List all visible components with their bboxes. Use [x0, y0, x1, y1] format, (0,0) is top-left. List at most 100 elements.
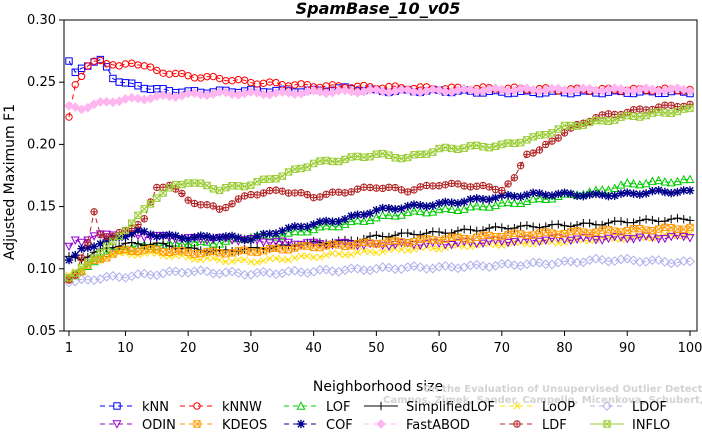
data-point: [253, 258, 261, 266]
data-point: [591, 85, 601, 96]
data-point: [384, 262, 394, 273]
data-point: [585, 234, 595, 243]
legend-swatch-marker: [602, 401, 612, 411]
data-point: [202, 237, 212, 246]
data-point: [371, 84, 382, 95]
x-tick-label: 90: [619, 341, 636, 356]
data-point: [96, 239, 105, 249]
legend-label: LDF: [542, 418, 567, 433]
data-point: [454, 180, 462, 188]
data-point: [128, 251, 136, 259]
data-point: [397, 154, 406, 163]
data-point: [641, 215, 651, 224]
data-point: [522, 221, 532, 230]
data-point: [678, 256, 689, 267]
legend-item: INFLO: [590, 418, 670, 433]
data-point: [434, 199, 444, 208]
legend-swatch-marker: [193, 420, 201, 428]
data-point: [478, 239, 488, 249]
data-point: [667, 109, 675, 117]
data-point: [679, 186, 688, 195]
data-point: [422, 202, 431, 211]
data-point: [573, 122, 581, 130]
data-point: [165, 230, 174, 240]
data-point: [409, 206, 419, 215]
data-point: [397, 245, 406, 254]
data-point: [560, 229, 569, 238]
data-point: [529, 133, 537, 141]
series-ldof: [64, 253, 695, 288]
y-tick-label: 0.20: [27, 137, 56, 152]
data-point: [228, 257, 236, 265]
data-point: [422, 207, 432, 217]
data-point: [661, 230, 669, 239]
data-point: [222, 183, 230, 192]
data-point: [102, 242, 111, 250]
data-point: [560, 221, 569, 230]
data-point: [642, 111, 650, 120]
data-point: [554, 125, 562, 133]
data-point: [360, 183, 368, 191]
data-point: [479, 181, 487, 190]
data-point: [497, 198, 507, 207]
data-point: [316, 157, 324, 165]
data-point: [547, 191, 557, 200]
data-point: [686, 230, 694, 238]
data-point: [510, 223, 519, 233]
data-point: [403, 228, 412, 238]
data-point: [510, 139, 519, 148]
data-point: [134, 220, 142, 229]
data-point: [115, 246, 123, 255]
data-point: [71, 269, 79, 277]
data-point: [441, 197, 450, 207]
data-point: [685, 174, 695, 184]
data-point: [666, 177, 676, 187]
data-point: [503, 197, 513, 206]
data-point: [597, 190, 607, 200]
data-point: [77, 263, 86, 272]
data-point: [259, 257, 268, 265]
data-point: [440, 260, 451, 271]
data-point: [64, 255, 74, 265]
data-point: [498, 140, 506, 149]
series-line: [68, 189, 691, 261]
series-line: [68, 233, 691, 276]
data-point: [459, 84, 470, 94]
legend-label: LDOF: [632, 400, 667, 415]
data-point: [623, 188, 632, 197]
data-point: [190, 74, 199, 82]
data-point: [126, 92, 137, 103]
data-point: [271, 238, 281, 247]
data-point: [685, 256, 695, 267]
data-point: [278, 226, 287, 236]
data-point: [372, 240, 381, 248]
data-point: [164, 91, 175, 102]
data-point: [321, 216, 331, 226]
data-point: [372, 205, 381, 215]
data-point: [322, 190, 330, 198]
data-point: [629, 178, 639, 188]
data-point: [459, 197, 469, 207]
data-point: [234, 233, 243, 242]
data-point: [178, 69, 186, 78]
data-point: [440, 86, 451, 97]
data-point: [397, 186, 406, 194]
data-point: [309, 194, 318, 202]
data-point: [365, 215, 375, 225]
legend-item: LOF: [284, 400, 351, 415]
data-point: [666, 214, 676, 224]
data-point: [673, 187, 682, 197]
data-point: [673, 107, 682, 116]
x-tick-label: 30: [243, 341, 260, 356]
data-point: [534, 237, 544, 247]
data-point: [429, 148, 437, 156]
data-point: [503, 190, 513, 200]
data-point: [328, 217, 337, 226]
data-point: [146, 200, 155, 208]
data-point: [291, 165, 299, 173]
data-point: [648, 186, 657, 196]
data-point: [385, 151, 393, 159]
data-point: [341, 242, 349, 251]
data-point: [146, 241, 156, 250]
data-point: [127, 238, 136, 247]
